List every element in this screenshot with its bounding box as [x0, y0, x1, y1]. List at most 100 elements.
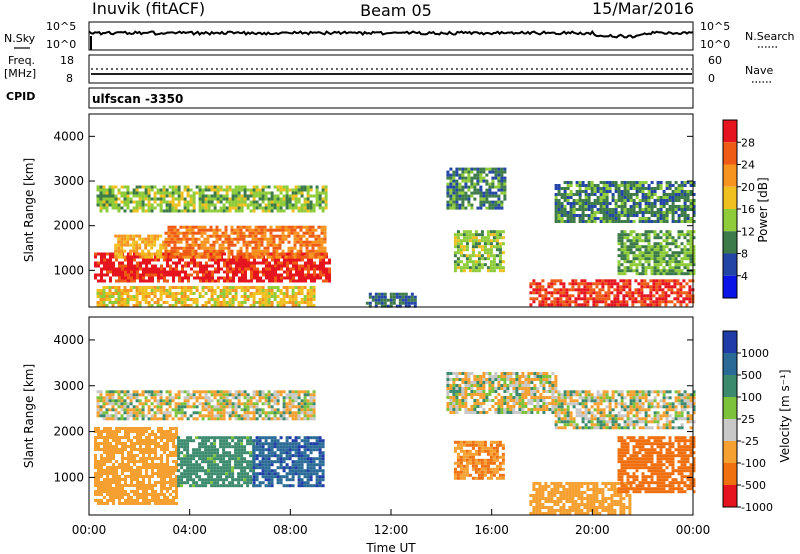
velocity-cell-2 — [261, 472, 265, 476]
power-cell-3 — [186, 206, 190, 210]
power-cell-8 — [547, 285, 551, 289]
velocity-cell-0 — [154, 499, 157, 502]
power-cell-4 — [273, 286, 277, 289]
velocity-cell-0 — [151, 430, 154, 433]
power-cell-8 — [619, 288, 623, 292]
power-cell-8 — [592, 288, 596, 292]
power-cell-3 — [141, 185, 145, 189]
power-cell-8 — [649, 303, 653, 307]
power-cell-10 — [671, 190, 675, 193]
power-cell-10 — [563, 190, 567, 193]
power-cell-3 — [123, 200, 127, 204]
velocity-cell-0 — [115, 451, 118, 454]
power-cell-7 — [459, 260, 463, 264]
power-cell-4 — [192, 292, 196, 295]
power-cell-0 — [127, 273, 130, 277]
power-cell-3 — [234, 200, 238, 204]
power-cell-4 — [261, 289, 265, 292]
power-cell-0 — [208, 258, 211, 262]
power-cell-2 — [209, 243, 213, 247]
power-cell-10 — [623, 193, 627, 196]
power-cell-2 — [257, 249, 261, 253]
velocity-cell-1 — [243, 451, 247, 455]
power-cell-10 — [683, 184, 687, 187]
power-cell-10 — [566, 184, 570, 187]
power-cell-10 — [668, 208, 672, 211]
power-cell-3 — [276, 209, 280, 213]
power-cell-3 — [225, 188, 229, 192]
power-cell-4 — [201, 286, 205, 289]
power-cell-6 — [479, 188, 483, 192]
velocity-cell-0 — [115, 472, 118, 475]
power-cell-6 — [452, 173, 456, 177]
power-cell-10 — [665, 220, 669, 223]
power-cell-10 — [566, 202, 570, 205]
power-cell-10 — [596, 217, 600, 220]
power-cell-2 — [185, 228, 189, 232]
velocity-cell-0 — [151, 472, 154, 475]
power-cell-0 — [214, 279, 217, 283]
power-cell-10 — [554, 208, 558, 211]
power-cell-2 — [239, 228, 243, 232]
power-cell-6 — [473, 185, 477, 189]
power-cell-10 — [581, 214, 585, 217]
velocity-cell-2 — [303, 448, 307, 452]
power-cell-0 — [241, 279, 244, 283]
velocity-cell-1 — [204, 445, 208, 449]
power-cell-7 — [468, 266, 472, 270]
velocity-cell-0 — [148, 433, 151, 436]
velocity-cell-0 — [127, 475, 130, 478]
power-cell-3 — [285, 188, 289, 192]
power-cell-0 — [241, 273, 244, 277]
power-cell-0 — [127, 267, 130, 271]
power-cell-2 — [176, 240, 180, 244]
power-cell-0 — [262, 267, 265, 271]
power-cell-9 — [659, 242, 663, 246]
velocity-cell-1 — [195, 466, 199, 470]
velocity-cell-0 — [163, 502, 166, 505]
power-cell-3 — [279, 206, 283, 210]
power-cell-2 — [293, 237, 297, 241]
power-cell-3 — [186, 194, 190, 198]
power-cell-9 — [668, 254, 672, 258]
power-cell-0 — [310, 279, 313, 283]
velocity-cell-1 — [198, 436, 202, 440]
power-cell-9 — [671, 257, 675, 261]
power-cell-4 — [261, 301, 265, 304]
power-cell-1 — [123, 249, 127, 253]
power-cell-3 — [132, 188, 136, 192]
velocity-cell-0 — [112, 448, 115, 451]
power-cell-9 — [635, 254, 639, 258]
power-cell-4 — [210, 286, 214, 289]
power-cell-4 — [234, 286, 238, 289]
power-cell-2 — [308, 231, 312, 235]
velocity-cell-0 — [109, 451, 112, 454]
velocity-cell-2 — [306, 439, 310, 443]
power-cell-2 — [293, 228, 297, 232]
velocity-cell-0 — [115, 469, 118, 472]
power-cell-2 — [308, 240, 312, 244]
power-cell-9 — [623, 254, 627, 258]
power-cell-7 — [468, 254, 472, 258]
power-cell-7 — [498, 245, 502, 249]
power-cell-1 — [147, 252, 151, 256]
power-cell-4 — [141, 295, 145, 298]
velocity-cell-0 — [97, 448, 100, 451]
power-cell-8 — [679, 282, 683, 286]
power-cell-3 — [102, 206, 106, 210]
power-cell-10 — [656, 217, 660, 220]
freq-panel-frame — [88, 54, 694, 84]
power-cell-2 — [254, 249, 258, 253]
velocity-cell-0 — [148, 436, 151, 439]
power-cell-10 — [686, 205, 690, 208]
power-cell-3 — [135, 188, 139, 192]
velocity-cell-0 — [121, 427, 124, 430]
power-cell-4 — [168, 289, 172, 292]
noise-right-tick-bottom: 10^0 — [700, 38, 730, 51]
power-cell-8 — [616, 285, 620, 289]
power-cell-2 — [287, 231, 291, 235]
power-cell-1 — [144, 246, 148, 250]
power-cell-0 — [226, 279, 229, 283]
power-cell-0 — [307, 273, 310, 277]
power-cell-4 — [267, 301, 271, 304]
